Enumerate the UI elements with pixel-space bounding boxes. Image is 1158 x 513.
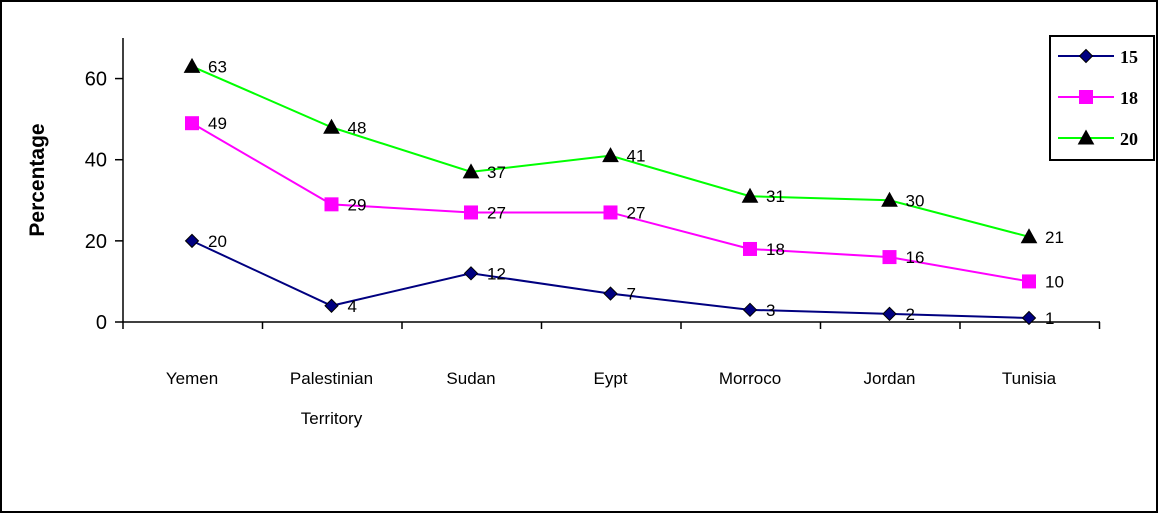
data-point-20: [881, 191, 898, 207]
data-point-18: [882, 250, 897, 265]
y-tick-label: 40: [85, 150, 107, 172]
data-label-15: 1: [1045, 309, 1054, 328]
data-label-15: 7: [627, 285, 636, 304]
x-tick-label: Tunisia: [1002, 369, 1057, 388]
data-point-20: [741, 187, 759, 203]
data-point-18: [1022, 274, 1036, 289]
x-tick-label: Morroco: [719, 369, 781, 388]
data-point-15: [742, 302, 758, 318]
legend-marker-15: [1078, 48, 1094, 64]
data-label-20: 30: [906, 191, 925, 210]
data-point-18: [603, 205, 618, 220]
data-label-18: 49: [208, 114, 227, 133]
data-label-18: 29: [348, 195, 367, 214]
data-label-15: 12: [487, 264, 506, 283]
data-label-18: 10: [1045, 272, 1064, 291]
legend-label-20: 20: [1120, 129, 1138, 149]
data-label-20: 31: [766, 187, 785, 206]
data-point-18: [185, 116, 199, 131]
data-label-20: 48: [348, 118, 367, 137]
x-tick-label: Eypt: [593, 369, 627, 388]
legend-label-15: 15: [1120, 47, 1138, 67]
data-label-15: 4: [348, 297, 357, 316]
y-tick-label: 60: [85, 69, 107, 91]
data-point-20: [183, 57, 201, 73]
data-point-18: [464, 205, 478, 220]
data-label-20: 63: [208, 57, 227, 76]
data-point-20: [1020, 228, 1038, 244]
data-point-18: [324, 197, 339, 212]
data-point-18: [743, 241, 757, 256]
data-point-15: [463, 266, 479, 281]
data-label-20: 21: [1045, 228, 1064, 247]
data-label-15: 20: [208, 232, 227, 251]
data-label-18: 27: [627, 203, 646, 222]
x-tick-label: Jordan: [864, 369, 916, 388]
data-label-20: 37: [487, 163, 506, 182]
y-tick-label: 0: [96, 312, 107, 334]
data-point-20: [462, 163, 480, 179]
legend-label-18: 18: [1120, 88, 1138, 108]
data-point-15: [324, 298, 339, 313]
data-label-15: 2: [906, 305, 915, 324]
data-point-15: [882, 306, 897, 322]
data-point-15: [184, 233, 200, 249]
y-axis-title: Percentage: [26, 123, 49, 236]
data-label-18: 16: [906, 248, 925, 267]
data-point-20: [323, 118, 340, 134]
x-tick-label: Palestinian Territory: [290, 369, 373, 428]
data-point-20: [602, 147, 619, 163]
data-label-18: 27: [487, 203, 506, 222]
x-tick-label: Sudan: [446, 369, 495, 388]
legend-marker-18: [1079, 90, 1093, 104]
data-label-20: 41: [627, 147, 646, 166]
x-tick-label: Yemen: [166, 369, 218, 388]
data-label-18: 18: [766, 240, 785, 259]
y-tick-label: 20: [85, 231, 107, 253]
legend-marker-20: [1077, 129, 1095, 145]
data-point-15: [603, 286, 618, 301]
data-point-15: [1021, 310, 1037, 326]
data-label-15: 3: [766, 301, 775, 320]
